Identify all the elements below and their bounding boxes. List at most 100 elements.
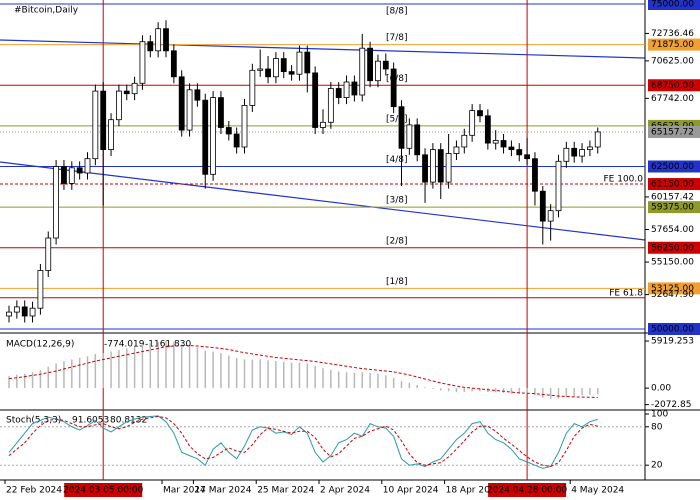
price-label: 53125.00 bbox=[651, 284, 694, 294]
y-tick-label: 52647.90 bbox=[651, 290, 694, 300]
murrey-label: [3/8] bbox=[386, 196, 408, 206]
candle-body bbox=[359, 47, 366, 96]
candle-body bbox=[398, 106, 405, 149]
macd-value: -1161.830 bbox=[145, 340, 191, 350]
candle-body bbox=[76, 167, 83, 174]
candle-body bbox=[6, 311, 12, 317]
candle-body bbox=[312, 72, 319, 128]
trend-channel bbox=[0, 39, 646, 241]
macd-value: -774.019 bbox=[104, 340, 145, 350]
price-label: 65157.72 bbox=[651, 127, 694, 137]
price-label: 50000.00 bbox=[651, 325, 694, 335]
candle-body bbox=[29, 307, 36, 317]
candle-body bbox=[131, 82, 138, 95]
candle-body bbox=[351, 81, 358, 96]
candle-body bbox=[272, 58, 279, 78]
candle-body bbox=[178, 76, 185, 131]
y-tick-label: 60157.42 bbox=[651, 192, 694, 202]
fe-text: FE 61.8 bbox=[609, 288, 643, 298]
candle-body bbox=[233, 133, 240, 148]
candle-body bbox=[194, 89, 201, 101]
candle-body bbox=[587, 146, 593, 150]
candle-body bbox=[516, 149, 523, 156]
y-tick-label: 57654.00 bbox=[651, 225, 694, 235]
candle-body bbox=[218, 97, 224, 128]
marker-label-bg bbox=[488, 483, 567, 497]
fe-text: FE 100.0 bbox=[604, 175, 644, 185]
candle-body bbox=[116, 90, 122, 121]
candle-body bbox=[375, 60, 381, 82]
candle-body bbox=[532, 158, 538, 192]
murrey-label: [7/8] bbox=[386, 33, 408, 43]
price-label-bg bbox=[648, 241, 700, 254]
candle-body bbox=[390, 68, 397, 108]
price-label: 75000.00 bbox=[651, 0, 694, 10]
candle-body bbox=[571, 147, 578, 157]
x-tick-label: 2 Apr 2024 bbox=[320, 486, 370, 496]
price-label: 68750.00 bbox=[651, 81, 694, 91]
candle-body bbox=[92, 90, 99, 160]
candle-body bbox=[37, 270, 44, 309]
candle-body bbox=[45, 237, 52, 271]
candle-body bbox=[186, 89, 193, 131]
stoch-label: Stoch(5,3,3) bbox=[6, 416, 61, 426]
x-tick-label: 25 Mar 2024 bbox=[257, 486, 314, 496]
candle-body bbox=[170, 50, 177, 78]
y-tick-label: 100 bbox=[651, 410, 668, 420]
price-label-bg bbox=[648, 38, 700, 51]
y-tick-label: 55150.00 bbox=[651, 258, 694, 268]
candle-body bbox=[414, 124, 421, 156]
candle-body bbox=[210, 97, 217, 175]
candle-body bbox=[422, 154, 428, 183]
candle-body bbox=[453, 146, 460, 154]
price-label-bg bbox=[648, 282, 700, 295]
channel-line bbox=[0, 39, 646, 59]
candle-body bbox=[547, 210, 554, 222]
candle-body bbox=[500, 140, 507, 148]
candle-body bbox=[84, 158, 91, 174]
price-label: 56250.00 bbox=[651, 243, 694, 253]
marker-label: 2024.03.05 00:00 bbox=[63, 486, 144, 496]
y-tick-label: 80 bbox=[651, 422, 663, 432]
candle-body bbox=[225, 127, 232, 135]
candle-body bbox=[288, 71, 295, 75]
candle-body bbox=[563, 147, 570, 162]
x-tick-label: 22 Feb 2024 bbox=[6, 486, 62, 496]
candle-body bbox=[594, 131, 601, 148]
candle-body bbox=[320, 121, 326, 128]
murrey-label: [5/8] bbox=[386, 114, 408, 124]
murrey-label: [8/8] bbox=[386, 7, 408, 17]
candle-body bbox=[249, 69, 256, 106]
candle-body bbox=[13, 306, 20, 313]
stoch-value: 91.6053 bbox=[72, 416, 109, 426]
price-label-bg bbox=[648, 79, 700, 92]
candle-body bbox=[100, 90, 107, 150]
candle-body bbox=[555, 160, 562, 212]
y-tick-label: 0.00 bbox=[651, 384, 671, 394]
y-tick-label: -2072.85 bbox=[651, 400, 691, 410]
price-label-bg bbox=[648, 125, 700, 138]
candle-body bbox=[469, 110, 476, 136]
candle-body bbox=[429, 149, 436, 183]
candle-body bbox=[155, 28, 162, 52]
candle-body bbox=[68, 167, 75, 184]
murrey-label: [1/8] bbox=[386, 277, 408, 287]
x-tick-label: 18 Apr 20 bbox=[446, 486, 490, 496]
candle-body bbox=[21, 306, 28, 317]
candle-body bbox=[108, 119, 114, 150]
stoch-value: 80.8132 bbox=[110, 416, 147, 426]
candle-body bbox=[335, 88, 342, 98]
candle-body bbox=[280, 58, 287, 72]
candle-body bbox=[123, 90, 130, 95]
candle-body bbox=[296, 51, 303, 75]
candle-body bbox=[484, 115, 491, 144]
candle-body bbox=[202, 99, 209, 175]
y-tick-label: 20 bbox=[651, 461, 663, 471]
candle-body bbox=[524, 154, 530, 160]
x-tick-label: Mar 2024 bbox=[163, 486, 206, 496]
candle-body bbox=[477, 110, 483, 117]
price-label: 71875.00 bbox=[651, 40, 694, 50]
y-tick-label: 70625.00 bbox=[651, 56, 694, 66]
